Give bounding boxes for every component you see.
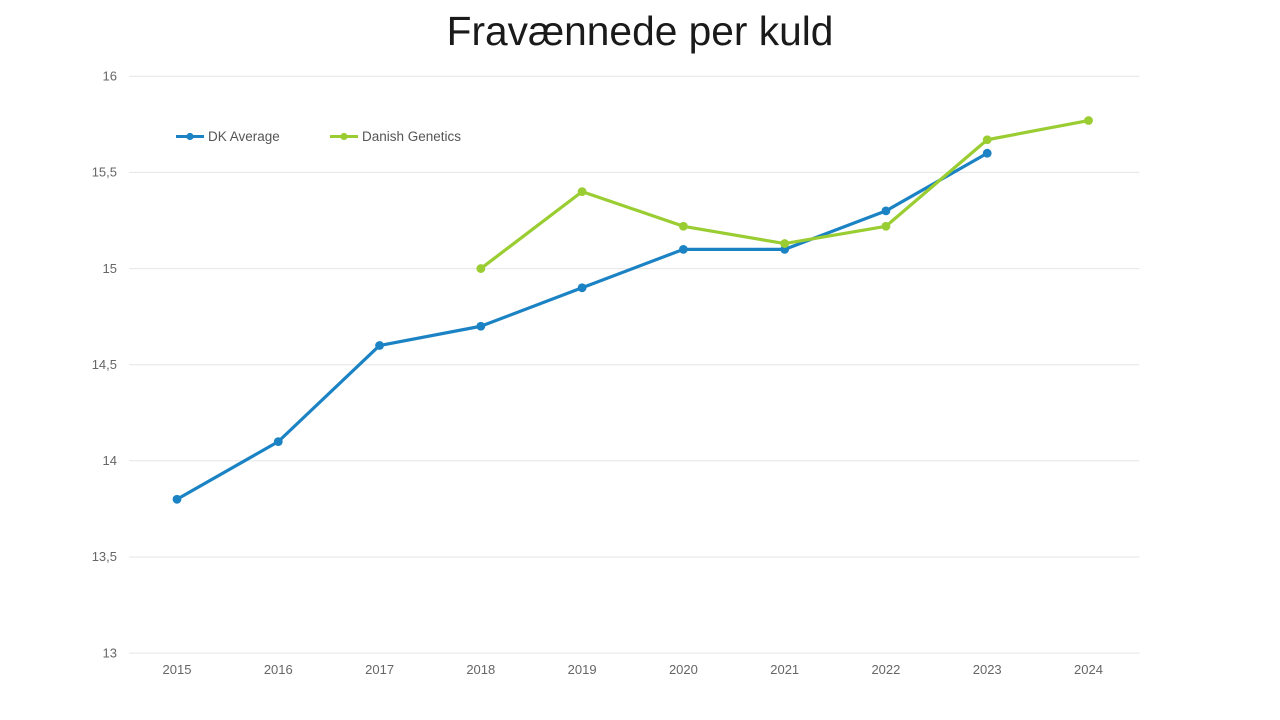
svg-text:DK Average: DK Average xyxy=(208,129,280,144)
svg-text:2016: 2016 xyxy=(264,662,293,677)
svg-text:14: 14 xyxy=(103,453,117,468)
svg-text:15: 15 xyxy=(103,261,117,276)
svg-text:14,5: 14,5 xyxy=(92,357,117,372)
svg-text:2023: 2023 xyxy=(973,662,1002,677)
svg-text:2015: 2015 xyxy=(163,662,192,677)
svg-text:2022: 2022 xyxy=(871,662,900,677)
svg-text:2019: 2019 xyxy=(568,662,597,677)
svg-text:2018: 2018 xyxy=(466,662,495,677)
svg-text:2017: 2017 xyxy=(365,662,394,677)
svg-text:15,5: 15,5 xyxy=(92,165,117,180)
svg-text:16: 16 xyxy=(103,69,117,84)
svg-text:2021: 2021 xyxy=(770,662,799,677)
svg-text:2024: 2024 xyxy=(1074,662,1103,677)
svg-text:Danish Genetics: Danish Genetics xyxy=(362,129,461,144)
svg-text:13,5: 13,5 xyxy=(92,549,117,564)
svg-text:13: 13 xyxy=(103,645,117,660)
svg-text:2020: 2020 xyxy=(669,662,698,677)
